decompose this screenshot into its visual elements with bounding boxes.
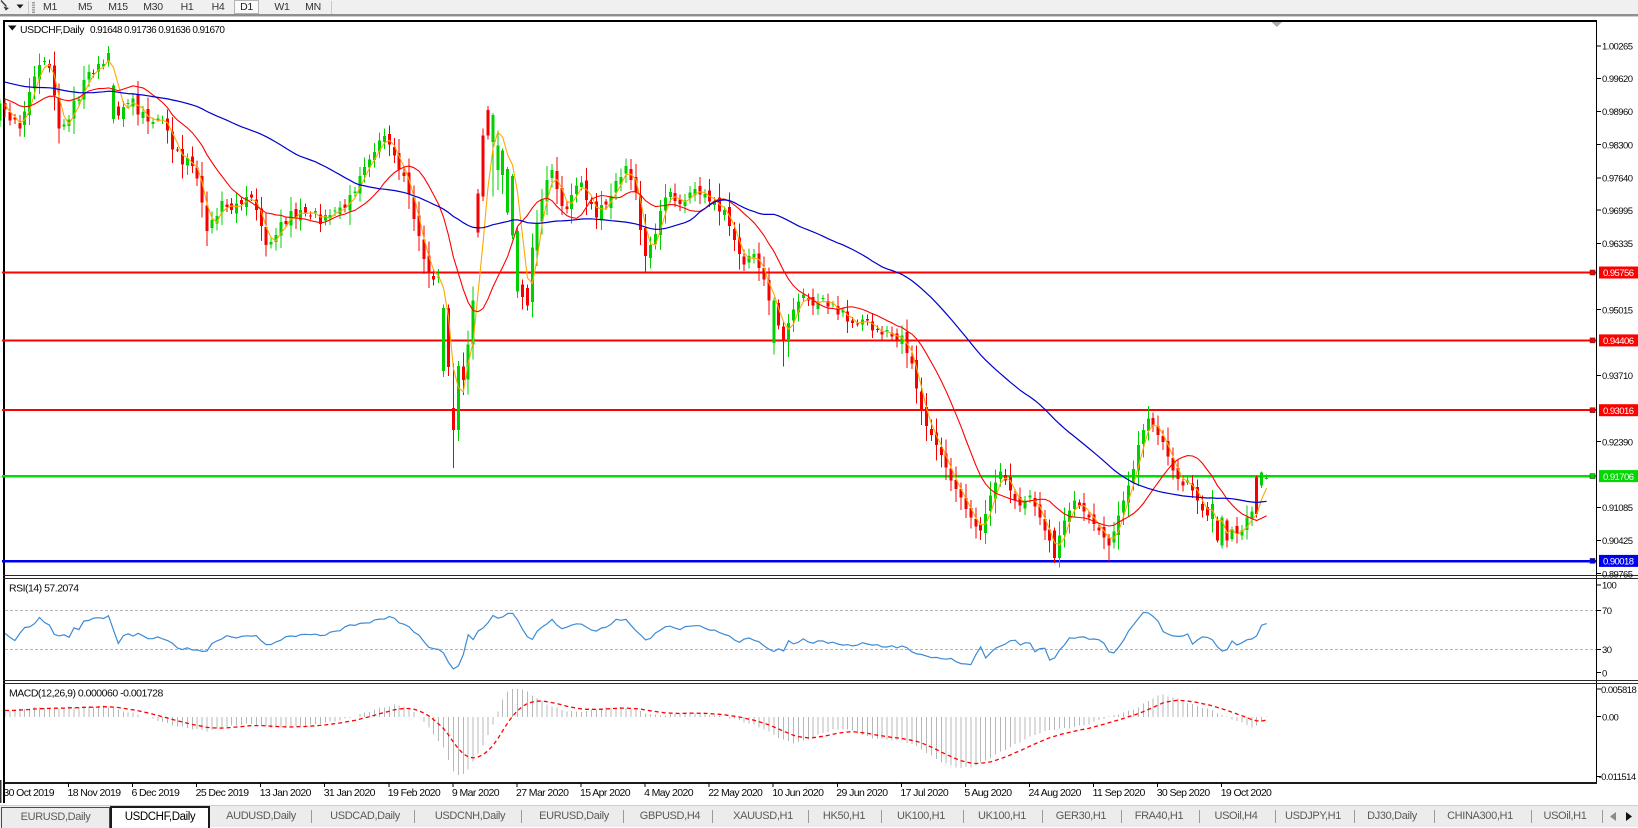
svg-text:0.005818: 0.005818 xyxy=(1601,685,1636,696)
svg-text:5 Aug 2020: 5 Aug 2020 xyxy=(964,787,1012,799)
svg-text:0: 0 xyxy=(1602,668,1607,679)
svg-text:0.98300: 0.98300 xyxy=(1602,140,1633,151)
svg-text:0.99620: 0.99620 xyxy=(1602,74,1633,85)
svg-text:0.92390: 0.92390 xyxy=(1602,437,1633,448)
svg-text:30: 30 xyxy=(1602,645,1612,656)
svg-text:0.94406: 0.94406 xyxy=(1603,336,1634,347)
svg-text:70: 70 xyxy=(1602,606,1612,617)
svg-text:0.00: 0.00 xyxy=(1602,712,1619,723)
svg-text:29 Jun 2020: 29 Jun 2020 xyxy=(836,787,888,799)
svg-text:MACD(12,26,9) 0.000060 -0.0017: MACD(12,26,9) 0.000060 -0.001728 xyxy=(9,688,164,700)
svg-text:0.90425: 0.90425 xyxy=(1602,536,1633,547)
svg-text:0.95015: 0.95015 xyxy=(1602,305,1633,316)
svg-text:0.89765: 0.89765 xyxy=(1602,569,1633,580)
svg-text:15 Apr 2020: 15 Apr 2020 xyxy=(580,787,631,799)
svg-text:4 May 2020: 4 May 2020 xyxy=(644,787,694,799)
svg-text:22 May 2020: 22 May 2020 xyxy=(708,787,763,799)
svg-text:0.93710: 0.93710 xyxy=(1602,371,1633,382)
svg-text:100: 100 xyxy=(1602,581,1616,592)
svg-text:RSI(14) 57.2074: RSI(14) 57.2074 xyxy=(9,583,79,595)
svg-text:31 Jan 2020: 31 Jan 2020 xyxy=(324,787,376,799)
svg-text:13 Jan 2020: 13 Jan 2020 xyxy=(260,787,312,799)
svg-text:18 Nov 2019: 18 Nov 2019 xyxy=(68,787,122,799)
svg-text:17 Jul 2020: 17 Jul 2020 xyxy=(900,787,948,799)
svg-text:0.91706: 0.91706 xyxy=(1603,472,1634,483)
svg-text:19 Oct 2020: 19 Oct 2020 xyxy=(1221,787,1272,799)
svg-text:30 Sep 2020: 30 Sep 2020 xyxy=(1157,787,1211,799)
svg-text:6 Dec 2019: 6 Dec 2019 xyxy=(132,787,180,799)
svg-text:9 Mar 2020: 9 Mar 2020 xyxy=(452,787,500,799)
svg-text:24 Aug 2020: 24 Aug 2020 xyxy=(1029,787,1082,799)
svg-text:0.97640: 0.97640 xyxy=(1602,174,1633,185)
svg-text:0.91648 0.91736 0.91636 0.9: 0.91648 0.91736 0.91636 0.91670 xyxy=(90,25,225,36)
svg-text:-0.011514: -0.011514 xyxy=(1599,772,1636,783)
svg-text:0.93016: 0.93016 xyxy=(1603,406,1634,417)
svg-text:0.96335: 0.96335 xyxy=(1602,239,1633,250)
svg-text:0.96995: 0.96995 xyxy=(1602,206,1633,217)
svg-text:27 Mar 2020: 27 Mar 2020 xyxy=(516,787,569,799)
svg-text:0.91085: 0.91085 xyxy=(1602,503,1633,514)
svg-text:19 Feb 2020: 19 Feb 2020 xyxy=(388,787,441,799)
svg-text:USDCHF,Daily: USDCHF,Daily xyxy=(20,24,85,36)
svg-text:10 Jun 2020: 10 Jun 2020 xyxy=(772,787,824,799)
svg-text:25 Dec 2019: 25 Dec 2019 xyxy=(196,787,250,799)
svg-text:0.90018: 0.90018 xyxy=(1603,557,1634,568)
svg-text:0.95756: 0.95756 xyxy=(1603,268,1634,279)
svg-text:30 Oct 2019: 30 Oct 2019 xyxy=(3,787,54,799)
svg-text:1.00265: 1.00265 xyxy=(1602,42,1633,53)
svg-text:0.98960: 0.98960 xyxy=(1602,107,1633,118)
svg-text:11 Sep 2020: 11 Sep 2020 xyxy=(1093,787,1146,799)
